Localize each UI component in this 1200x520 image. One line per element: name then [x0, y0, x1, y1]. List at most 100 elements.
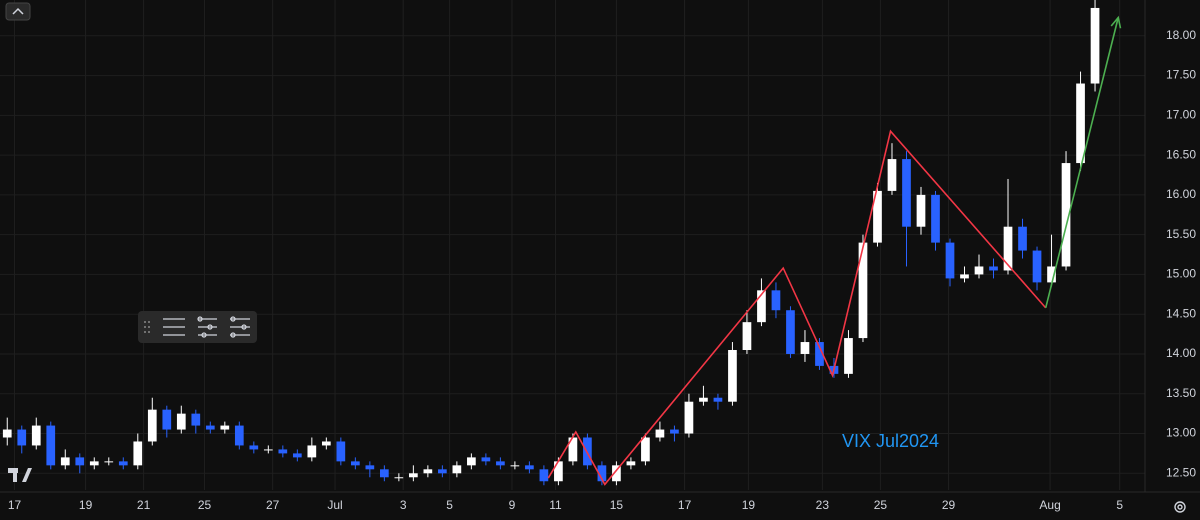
x-tick-label: Jul	[327, 498, 342, 512]
candle-body	[496, 461, 505, 466]
candle-body	[684, 401, 694, 434]
annotation: VIX Jul2024	[842, 431, 939, 451]
y-tick-label: 14.00	[1166, 346, 1196, 360]
candle-body	[989, 266, 998, 271]
candle-body	[321, 441, 331, 446]
x-tick-label: 23	[816, 498, 830, 512]
x-tick-label: 17	[8, 498, 22, 512]
candle-body	[1018, 226, 1027, 251]
candle-body	[278, 449, 288, 454]
logo	[8, 468, 32, 482]
candle-body	[655, 429, 665, 438]
y-tick-label: 16.50	[1166, 147, 1196, 161]
candle-body	[974, 266, 984, 275]
candle-body	[467, 457, 476, 466]
candle-body	[945, 242, 955, 279]
candle-body	[699, 397, 708, 402]
y-tick-label: 14.50	[1166, 306, 1196, 320]
trend-drawing	[547, 129, 1047, 486]
y-tick-label: 12.50	[1166, 465, 1196, 479]
candle-body	[1032, 250, 1042, 283]
candle-body	[800, 342, 810, 354]
candle-body	[670, 429, 679, 434]
candle-body	[133, 441, 143, 466]
candle-body	[641, 437, 650, 462]
candles	[2, 0, 1100, 486]
candle-body	[1061, 163, 1071, 267]
candle-body	[902, 159, 911, 227]
candle-body	[46, 425, 56, 466]
x-tick-label: 15	[610, 498, 624, 512]
x-tick-label: 25	[874, 498, 888, 512]
candle-body	[1003, 226, 1013, 271]
x-tick-label: 17	[678, 498, 692, 512]
candle-body	[481, 457, 491, 462]
candle-body	[350, 461, 360, 466]
candle-body	[31, 425, 41, 446]
candle-body	[234, 425, 244, 446]
x-tick-label: 5	[446, 498, 453, 512]
candle-body	[75, 457, 85, 466]
x-tick-label: 29	[942, 498, 956, 512]
arrow-head	[1110, 15, 1122, 29]
candle-body	[220, 425, 230, 430]
candle-body	[713, 397, 723, 402]
candle-body	[960, 274, 969, 279]
x-tick-label: 27	[266, 498, 280, 512]
y-tick-label: 17.00	[1166, 108, 1196, 122]
candle-body	[728, 350, 737, 402]
x-tick-label: 25	[198, 498, 212, 512]
y-tick-label: 15.50	[1166, 227, 1196, 241]
candle-body	[394, 477, 404, 479]
candle-body	[597, 465, 607, 482]
x-tick-label: Aug	[1039, 498, 1060, 512]
candle-body	[118, 461, 128, 466]
candle-body	[263, 449, 273, 451]
candle-body	[1047, 266, 1056, 283]
candle-body	[191, 413, 201, 426]
x-tick-label: 19	[742, 498, 756, 512]
candle-body	[1076, 83, 1085, 164]
x-tick-label: 19	[79, 498, 93, 512]
candle-body	[525, 465, 534, 470]
candle-body	[786, 310, 795, 354]
collapse-button[interactable]	[5, 2, 31, 21]
candle-body	[554, 461, 563, 482]
y-tick-label: 13.00	[1166, 426, 1196, 440]
candle-body	[336, 441, 346, 462]
y-tick-label: 15.00	[1166, 267, 1196, 281]
candle-body	[438, 469, 447, 474]
candle-body	[307, 445, 317, 458]
y-tick-label: 13.50	[1166, 386, 1196, 400]
y-tick-label: 17.50	[1166, 68, 1196, 82]
candle-body	[104, 461, 114, 463]
candle-body	[205, 425, 215, 430]
candle-body	[742, 322, 752, 350]
candle-body	[873, 190, 882, 243]
settings-button[interactable]	[1174, 501, 1186, 513]
x-tick-label: 3	[400, 498, 407, 512]
candle-body	[147, 409, 157, 442]
x-tick-label: 11	[549, 498, 562, 512]
candle-body	[380, 469, 389, 478]
candle-body	[539, 469, 549, 482]
candle-body	[17, 429, 27, 446]
drawings	[547, 15, 1122, 486]
x-tick-label: 21	[137, 498, 151, 512]
candle-body	[452, 465, 462, 474]
x-tick-label: 5	[1116, 498, 1123, 512]
candle-body	[916, 194, 926, 227]
y-tick-label: 18.00	[1166, 28, 1196, 42]
candle-body	[858, 242, 868, 339]
candle-body	[510, 465, 520, 467]
candle-body	[409, 473, 418, 478]
candle-body	[89, 461, 99, 466]
candle-body	[249, 445, 259, 450]
candle-body	[2, 429, 12, 438]
trend-drawing	[1044, 17, 1120, 309]
candle-body	[612, 465, 621, 482]
drawing-toolbar[interactable]	[138, 311, 257, 343]
